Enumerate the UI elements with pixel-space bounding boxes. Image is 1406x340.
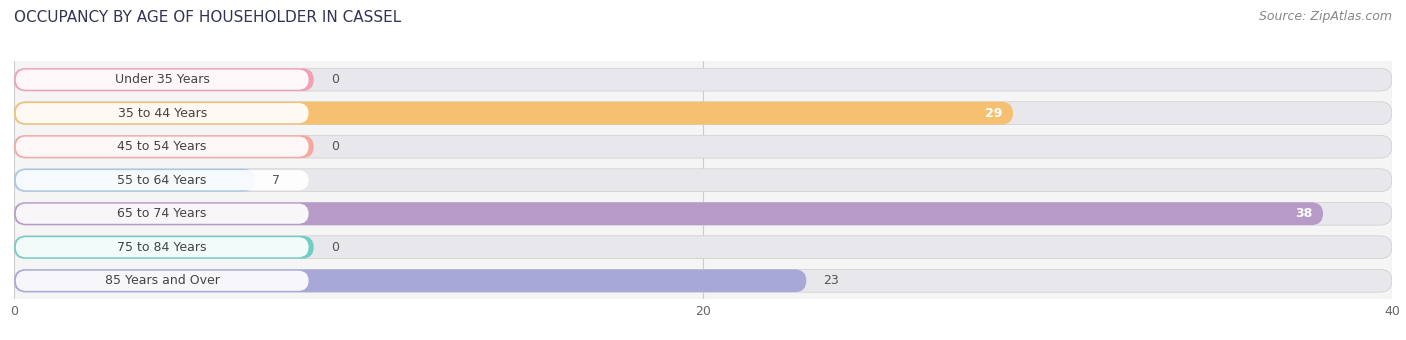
FancyBboxPatch shape [15, 204, 308, 224]
Text: 0: 0 [330, 140, 339, 153]
FancyBboxPatch shape [15, 137, 308, 157]
Text: 35 to 44 Years: 35 to 44 Years [118, 107, 207, 120]
Text: 85 Years and Over: 85 Years and Over [104, 274, 219, 287]
Text: Source: ZipAtlas.com: Source: ZipAtlas.com [1258, 10, 1392, 23]
FancyBboxPatch shape [14, 236, 314, 259]
Text: OCCUPANCY BY AGE OF HOUSEHOLDER IN CASSEL: OCCUPANCY BY AGE OF HOUSEHOLDER IN CASSE… [14, 10, 401, 25]
FancyBboxPatch shape [15, 271, 308, 291]
Text: 75 to 84 Years: 75 to 84 Years [118, 241, 207, 254]
FancyBboxPatch shape [14, 269, 1392, 292]
FancyBboxPatch shape [14, 102, 1012, 124]
Text: 38: 38 [1295, 207, 1313, 220]
Text: 7: 7 [273, 174, 280, 187]
FancyBboxPatch shape [15, 70, 308, 90]
FancyBboxPatch shape [15, 170, 308, 190]
FancyBboxPatch shape [14, 68, 1392, 91]
FancyBboxPatch shape [14, 202, 1323, 225]
FancyBboxPatch shape [14, 236, 1392, 259]
FancyBboxPatch shape [15, 237, 308, 257]
FancyBboxPatch shape [14, 102, 1392, 124]
FancyBboxPatch shape [15, 103, 308, 123]
FancyBboxPatch shape [14, 202, 1392, 225]
FancyBboxPatch shape [14, 135, 314, 158]
FancyBboxPatch shape [14, 68, 314, 91]
FancyBboxPatch shape [14, 169, 256, 192]
FancyBboxPatch shape [14, 169, 1392, 192]
FancyBboxPatch shape [14, 269, 807, 292]
FancyBboxPatch shape [14, 135, 1392, 158]
Text: Under 35 Years: Under 35 Years [115, 73, 209, 86]
Text: 29: 29 [986, 107, 1002, 120]
Text: 65 to 74 Years: 65 to 74 Years [118, 207, 207, 220]
Text: 45 to 54 Years: 45 to 54 Years [118, 140, 207, 153]
Text: 23: 23 [824, 274, 839, 287]
Text: 0: 0 [330, 73, 339, 86]
Text: 55 to 64 Years: 55 to 64 Years [118, 174, 207, 187]
Text: 0: 0 [330, 241, 339, 254]
